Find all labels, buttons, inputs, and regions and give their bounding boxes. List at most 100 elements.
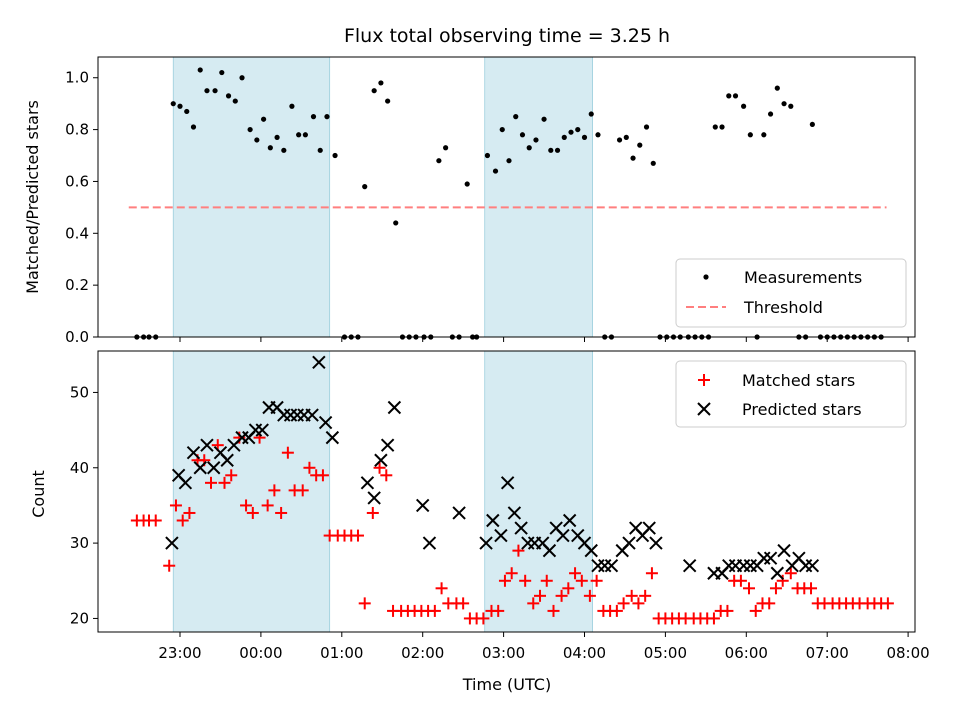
matched-star-point	[562, 582, 575, 595]
predicted-star-stroke-b	[415, 498, 430, 513]
predicted-star-stroke-b	[213, 445, 228, 460]
matched-star-point	[380, 469, 393, 482]
matched-star-point	[534, 589, 547, 602]
legend-predicted-marker	[697, 402, 711, 416]
legend-matched-label: Matched stars	[742, 371, 855, 390]
bottom-plot-frame	[97, 350, 916, 633]
measurement-point	[274, 134, 280, 140]
top-y-tick-label: 1.0	[65, 69, 89, 87]
measurement-point	[712, 124, 718, 130]
matched-star-point	[512, 544, 525, 557]
top-y-tick-label: 0.6	[65, 172, 89, 190]
bottom-shaded-range	[484, 350, 593, 633]
matched-star-point	[358, 597, 371, 610]
x-axis-label: Time (UTC)	[462, 675, 551, 694]
predicted-star-point	[165, 536, 179, 550]
matched-star-point	[575, 574, 588, 587]
measurement-point	[190, 124, 197, 130]
predicted-star-point	[178, 476, 193, 490]
predicted-star-point	[422, 536, 437, 550]
predicted-star-stroke-b	[514, 521, 528, 535]
predicted-star-stroke-b	[270, 400, 284, 415]
top-panel: 0.0 0.2 0.4 0.6 0.8 1.0 Matched/Predicted sta…	[23, 56, 916, 346]
matched-star-point	[240, 499, 253, 512]
measurement-point	[484, 152, 491, 159]
matched-star-point	[261, 499, 274, 512]
measurement-point	[747, 132, 753, 138]
matched-star-point	[366, 506, 379, 519]
matched-star-point	[275, 506, 288, 519]
x-tick-label: 00:00	[239, 644, 282, 662]
measurement-point	[219, 69, 225, 76]
predicted-star-point	[770, 566, 785, 580]
matched-star-point	[218, 476, 231, 489]
predicted-star-point	[186, 445, 201, 460]
x-tick-label: 04:00	[563, 644, 606, 662]
x-tick-label: 03:00	[482, 644, 525, 662]
top-legend-box	[675, 258, 907, 328]
predicted-star-stroke-b	[374, 453, 388, 467]
measurement-point	[254, 137, 260, 143]
x-tick-label: 02:00	[401, 644, 444, 662]
predicted-star-stroke-b	[318, 415, 333, 430]
matched-star-point	[163, 559, 176, 572]
matched-star-point	[610, 604, 623, 617]
legend-threshold-label: Threshold	[743, 298, 823, 317]
x-tick-label: 07:00	[806, 644, 849, 662]
bottom-panel: 20 30 40 50 23:00 00:00 01:00 02:00 03:00 04:00 0…	[29, 350, 930, 694]
legend-matched-marker	[698, 374, 710, 386]
measurement-point	[781, 101, 787, 107]
x-tick-label: 05:00	[644, 644, 687, 662]
predicted-star-stroke-b	[312, 355, 326, 370]
matched-star-point	[149, 514, 162, 527]
measurement-point	[267, 145, 273, 151]
measurement-point	[247, 126, 253, 133]
predicted-star-point	[514, 521, 528, 535]
top-shaded-range	[484, 56, 593, 338]
top-y-tick-label: 0.4	[65, 224, 89, 242]
predicted-star-point	[682, 558, 697, 573]
predicted-star-point	[200, 438, 214, 452]
predicted-star-point	[207, 461, 221, 475]
measurement-point	[650, 160, 656, 166]
predicted-star-point	[387, 400, 402, 415]
matched-star-point	[246, 506, 259, 519]
measurement-point	[232, 98, 238, 104]
matched-star-point	[176, 514, 189, 527]
matched-star-point	[547, 604, 560, 617]
measurement-point	[443, 145, 449, 151]
top-x-ticks	[179, 337, 909, 342]
matched-star-point	[225, 469, 238, 482]
x-tick-label: 01:00	[320, 644, 363, 662]
bottom-legend-box	[675, 360, 907, 428]
measurement-point	[774, 85, 780, 91]
matched-star-point	[749, 604, 762, 617]
predicted-star-stroke-b	[186, 445, 201, 460]
measurement-point	[519, 132, 526, 138]
matched-star-point	[498, 574, 511, 587]
predicted-star-stroke-b	[305, 408, 319, 422]
legend-predicted-label: Predicted stars	[742, 400, 862, 419]
predicted-star-stroke-b	[556, 528, 570, 543]
predicted-star-point	[374, 453, 388, 467]
measurement-point	[526, 145, 532, 151]
matched-star-point	[721, 604, 734, 617]
measurement-point	[281, 147, 287, 153]
matched-star-point	[734, 574, 747, 587]
top-y-tick-label: 0.0	[65, 328, 89, 346]
matched-star-point	[519, 574, 532, 587]
measurement-point	[548, 147, 554, 153]
top-y-tick-label: 0.8	[65, 121, 89, 139]
measurement-point	[506, 158, 512, 164]
matched-star-point	[169, 499, 182, 512]
predicted-star-stroke-b	[770, 566, 785, 580]
measurement-point	[575, 126, 581, 133]
matched-star-point	[617, 597, 630, 610]
matched-star-point	[555, 589, 568, 602]
predicted-star-point	[777, 543, 791, 558]
chart-title: Flux total observing time = 3.25 h	[344, 25, 670, 47]
measurement-point	[385, 98, 391, 104]
matched-star-point	[351, 529, 364, 542]
bottom-y-axis-label: Count	[29, 470, 48, 518]
predicted-star-stroke-b	[165, 536, 179, 550]
